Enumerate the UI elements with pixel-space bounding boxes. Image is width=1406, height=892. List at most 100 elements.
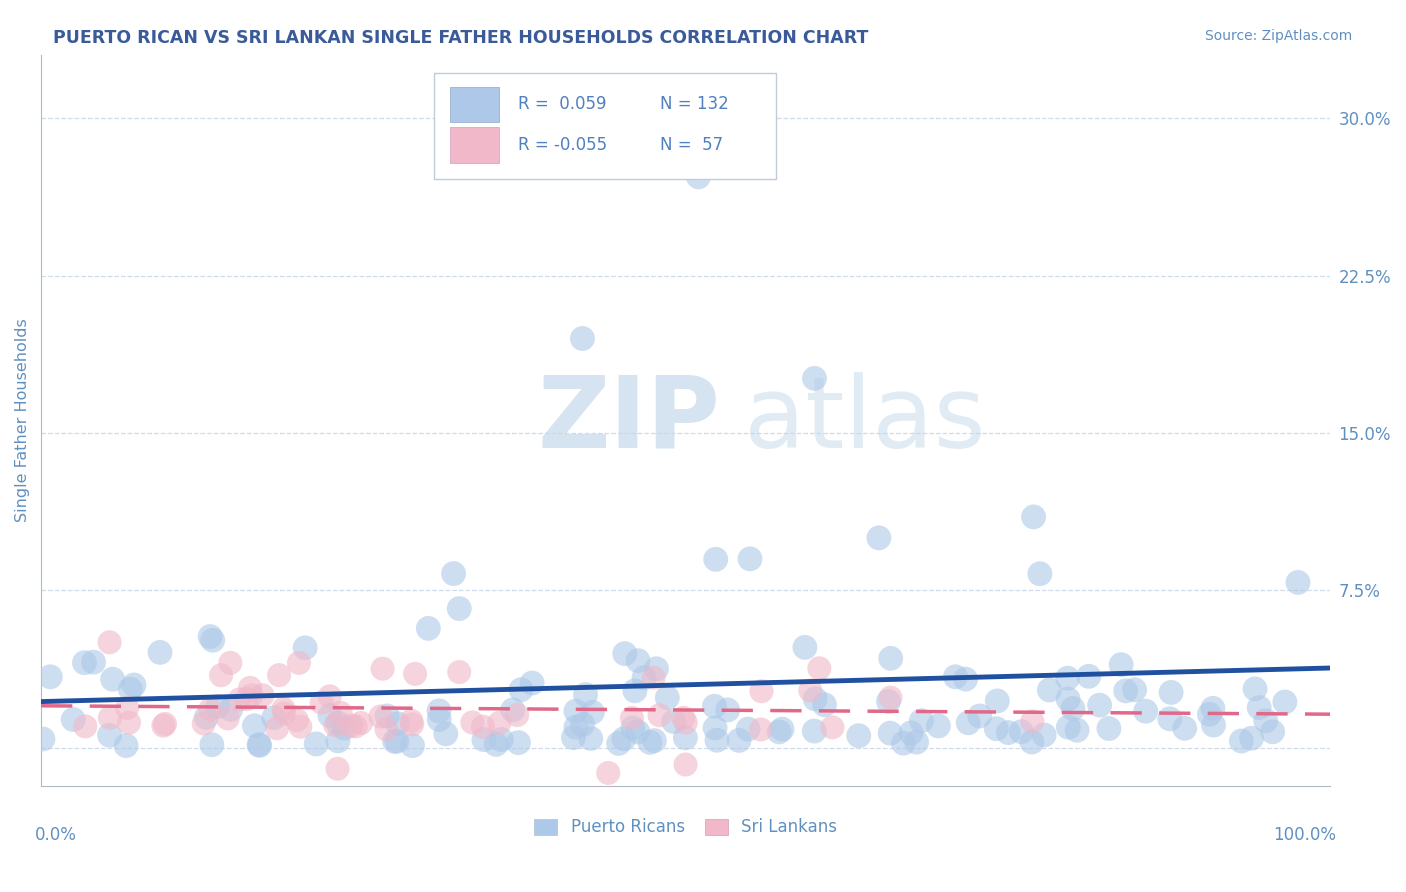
Point <box>704 721 727 735</box>
Y-axis label: Single Father Households: Single Father Households <box>15 318 30 522</box>
Point <box>1029 566 1052 581</box>
Point <box>821 720 844 734</box>
Point <box>648 708 671 723</box>
Point <box>662 714 685 729</box>
Point <box>1230 734 1253 748</box>
Point <box>633 671 655 685</box>
Point <box>581 705 603 719</box>
Point <box>621 721 644 735</box>
Point <box>1198 707 1220 722</box>
Point <box>120 682 142 697</box>
Point <box>793 640 815 655</box>
Point <box>350 716 373 731</box>
Point <box>613 647 636 661</box>
Point <box>401 717 423 731</box>
Point <box>193 716 215 731</box>
Point <box>510 682 533 697</box>
Point <box>247 738 270 752</box>
Point <box>198 630 221 644</box>
Text: R =  0.059: R = 0.059 <box>517 95 606 113</box>
Point <box>195 710 218 724</box>
Point <box>738 552 761 566</box>
Point <box>323 718 346 732</box>
Point <box>1056 671 1078 685</box>
Point <box>267 668 290 682</box>
Point <box>1202 701 1225 715</box>
Point <box>1021 714 1043 729</box>
Point <box>201 633 224 648</box>
Text: PUERTO RICAN VS SRI LANKAN SINGLE FATHER HOUSEHOLDS CORRELATION CHART: PUERTO RICAN VS SRI LANKAN SINGLE FATHER… <box>53 29 869 46</box>
Text: Source: ZipAtlas.com: Source: ZipAtlas.com <box>1205 29 1353 43</box>
Point <box>263 711 285 725</box>
Point <box>449 665 471 679</box>
Point <box>149 645 172 659</box>
Point <box>243 719 266 733</box>
Point <box>427 704 450 718</box>
Point <box>326 762 349 776</box>
Point <box>803 371 825 385</box>
Point <box>219 702 242 716</box>
Point <box>1240 731 1263 746</box>
Point <box>728 733 751 747</box>
Point <box>1274 695 1296 709</box>
Point <box>472 720 495 734</box>
Point <box>252 688 274 702</box>
Point <box>344 719 367 733</box>
Point <box>880 651 903 665</box>
Point <box>371 662 394 676</box>
Point <box>1286 575 1309 590</box>
Point <box>290 720 312 734</box>
Point <box>485 737 508 751</box>
Point <box>1022 509 1045 524</box>
Point <box>638 735 661 749</box>
Point <box>266 721 288 735</box>
Point <box>326 734 349 748</box>
Point <box>506 708 529 723</box>
Point <box>565 704 588 718</box>
Point <box>620 711 643 725</box>
Point <box>152 719 174 733</box>
Point <box>645 662 668 676</box>
Point <box>326 716 349 731</box>
Point <box>236 692 259 706</box>
Point <box>1135 704 1157 718</box>
Point <box>32 732 55 747</box>
Point <box>319 690 342 704</box>
Point <box>1123 682 1146 697</box>
Point <box>770 722 793 736</box>
Text: ZIP: ZIP <box>537 372 720 469</box>
Point <box>768 725 790 739</box>
Point <box>910 714 932 728</box>
Point <box>900 726 922 740</box>
Point <box>375 723 398 737</box>
Point <box>288 656 311 670</box>
Point <box>613 731 636 746</box>
Point <box>118 715 141 730</box>
Point <box>955 672 977 686</box>
Point <box>249 739 271 753</box>
Point <box>305 737 328 751</box>
Point <box>502 703 524 717</box>
Point <box>1160 685 1182 699</box>
Point <box>285 713 308 727</box>
Point <box>1038 682 1060 697</box>
Point <box>98 635 121 649</box>
Point <box>311 696 333 710</box>
Point <box>387 716 409 731</box>
Point <box>401 714 423 728</box>
Point <box>868 531 890 545</box>
Point <box>207 699 229 714</box>
Point <box>957 715 980 730</box>
Point <box>879 726 901 740</box>
Point <box>201 738 224 752</box>
Point <box>404 666 426 681</box>
Point <box>877 694 900 708</box>
Legend: Puerto Ricans, Sri Lankans: Puerto Ricans, Sri Lankans <box>527 812 844 843</box>
Point <box>122 678 145 692</box>
Point <box>1261 724 1284 739</box>
Point <box>1062 701 1084 715</box>
Point <box>804 692 827 706</box>
Point <box>273 706 295 721</box>
Point <box>737 722 759 736</box>
Point <box>115 701 138 715</box>
